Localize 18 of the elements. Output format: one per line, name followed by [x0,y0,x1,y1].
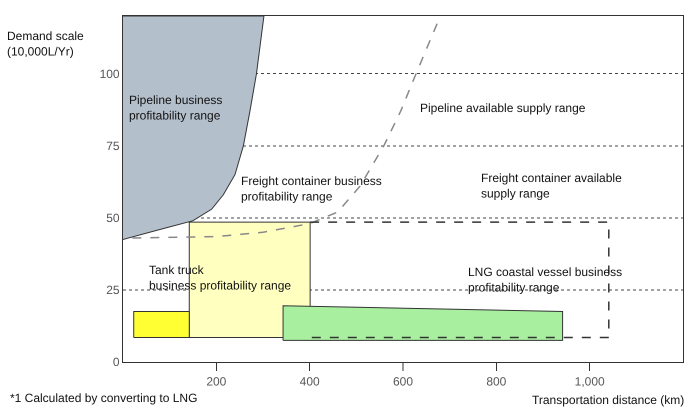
annotation: Freight container business profitability range [241,174,382,204]
x-tick-label: 1,000 [574,374,606,388]
text: *1 Calculated by converting to LNG [10,391,198,405]
annotation: Pipeline business profitability range [129,93,222,123]
x-tick-label: 600 [392,374,414,388]
y-tick-label: 50 [106,211,120,226]
annotation: LNG coastal vessel business profitability range [468,265,622,295]
y-tick-label: 25 [106,283,120,298]
y-tick-label: 0 [112,355,120,370]
x-axis-title: Transportation distance (km) [532,393,684,407]
x-tick-label: 800 [486,374,507,388]
x-tick-label: 200 [206,374,227,388]
y-tick-label: 100 [100,66,120,81]
x-tick-label: 400 [300,374,320,388]
y-axis-title: Demand scale (10,000L/Yr) [7,29,84,59]
annotation: Pipeline available supply range [420,101,586,115]
annotation: Freight container available supply range [481,171,622,201]
y-tick-label: 75 [106,138,120,153]
